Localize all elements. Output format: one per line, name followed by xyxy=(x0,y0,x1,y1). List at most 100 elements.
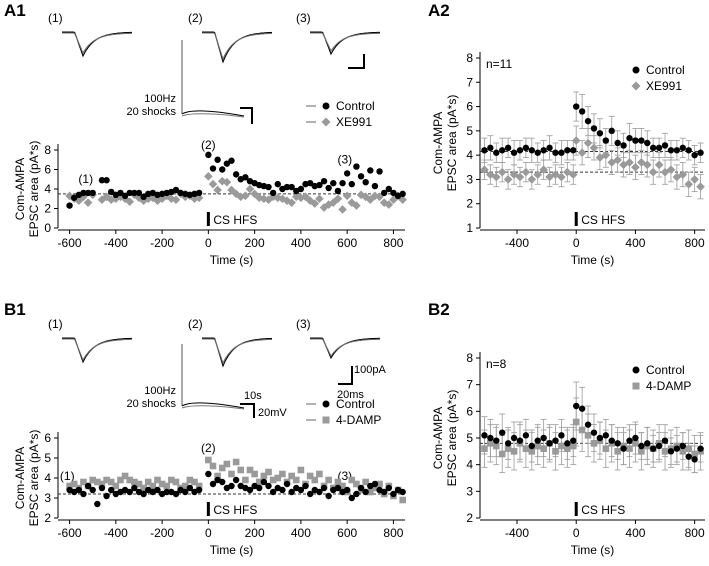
legend-label: XE991 xyxy=(336,115,372,129)
data-point-drug xyxy=(217,176,227,186)
data-point-drug xyxy=(557,172,566,182)
data-point-control xyxy=(691,456,698,463)
data-point-drug xyxy=(89,476,96,484)
epsc-trace-control xyxy=(310,31,381,56)
y-tick-label: 4 xyxy=(44,471,51,485)
data-point-control xyxy=(316,488,323,496)
data-point-drug xyxy=(515,172,525,182)
data-point-control xyxy=(108,486,115,494)
data-point-control xyxy=(679,144,686,152)
data-point-drug xyxy=(539,165,548,175)
y-axis-title-line: EPSC area (pA*s) xyxy=(27,141,41,238)
epoch-marker: (1) xyxy=(78,172,93,186)
data-point-control xyxy=(260,478,268,486)
data-point-control xyxy=(573,103,580,110)
x-tick-label: 800 xyxy=(685,526,705,540)
data-point-drug xyxy=(375,192,384,202)
data-point-control xyxy=(614,139,621,147)
data-point-drug xyxy=(282,196,292,205)
data-point-control xyxy=(546,440,553,447)
data-point-control xyxy=(339,179,346,187)
data-point-control xyxy=(195,486,203,494)
data-point-drug xyxy=(338,205,347,214)
data-point-control xyxy=(362,178,369,186)
data-point-control xyxy=(269,189,277,197)
data-point-control xyxy=(649,144,657,152)
data-point-control xyxy=(661,437,669,444)
data-point-drug xyxy=(66,482,73,490)
y-tick-label: 5 xyxy=(44,451,51,465)
data-point-control xyxy=(390,189,397,197)
data-point-drug xyxy=(80,478,87,486)
epoch-marker: (3) xyxy=(338,153,353,167)
data-point-control xyxy=(362,488,369,496)
data-point-control xyxy=(348,494,355,502)
data-point-control xyxy=(357,173,365,180)
x-tick-label: 400 xyxy=(291,236,311,250)
data-point-drug xyxy=(328,198,338,207)
data-point-drug xyxy=(371,484,379,492)
data-point-control xyxy=(380,488,388,496)
data-point-drug xyxy=(306,472,314,480)
stim-train-trace xyxy=(181,113,245,118)
data-point-control xyxy=(596,130,604,137)
y-tick-label: 3 xyxy=(44,491,51,505)
stim-label-shocks: 20 shocks xyxy=(126,398,176,410)
data-point-drug xyxy=(352,201,361,210)
data-point-drug xyxy=(131,478,138,486)
y-tick-label: 2 xyxy=(466,511,473,525)
data-point-drug xyxy=(168,476,175,484)
data-point-drug xyxy=(251,470,258,478)
y-axis-title: Com-AMPAEPSC area (pA*s) xyxy=(13,430,41,527)
data-point-control xyxy=(546,144,553,152)
data-point-drug xyxy=(213,185,222,195)
legend-marker xyxy=(632,366,640,374)
data-point-control xyxy=(528,147,536,154)
y-axis-title-line: Com-AMPA xyxy=(13,158,27,220)
data-point-control xyxy=(348,180,355,188)
x-tick-label: -600 xyxy=(58,236,82,250)
data-point-drug xyxy=(497,167,507,177)
data-point-drug xyxy=(324,200,333,209)
data-point-control xyxy=(172,186,180,194)
legend-label: 4-DAMP xyxy=(646,379,691,393)
data-point-control xyxy=(399,488,406,496)
data-point-control xyxy=(493,149,500,156)
epsc-trace-drug xyxy=(310,338,380,358)
data-point-drug xyxy=(237,466,245,474)
data-point-drug xyxy=(223,460,231,468)
data-point-control xyxy=(516,147,524,154)
data-point-control xyxy=(679,442,686,450)
data-point-control xyxy=(390,490,397,498)
data-point-drug xyxy=(242,476,249,484)
data-point-control xyxy=(135,189,143,197)
y-tick-label: 7 xyxy=(466,378,473,392)
data-point-control xyxy=(673,445,681,452)
data-point-drug xyxy=(139,196,148,205)
data-point-drug xyxy=(148,193,158,203)
data-point-drug xyxy=(370,191,380,201)
legend-marker xyxy=(631,81,641,91)
data-point-control xyxy=(570,437,577,444)
data-point-drug xyxy=(186,476,194,484)
data-point-drug xyxy=(112,482,120,490)
y-tick-label: 4 xyxy=(466,148,473,162)
scale-bar xyxy=(348,54,365,69)
data-point-drug xyxy=(696,182,705,192)
data-point-control xyxy=(357,484,365,492)
data-point-control xyxy=(620,142,627,149)
data-point-drug xyxy=(379,198,389,207)
x-tick-label: 0 xyxy=(205,526,212,540)
data-point-drug xyxy=(260,472,268,480)
data-point-drug xyxy=(301,192,310,202)
data-point-control xyxy=(558,432,565,439)
data-point-control xyxy=(269,488,277,496)
data-point-drug xyxy=(172,478,180,486)
data-point-drug xyxy=(279,470,286,478)
data-point-control xyxy=(288,183,295,191)
data-point-control xyxy=(632,137,639,144)
data-point-control xyxy=(602,432,610,439)
data-point-drug xyxy=(319,203,329,212)
data-point-control xyxy=(283,480,291,488)
data-point-drug xyxy=(265,468,272,476)
